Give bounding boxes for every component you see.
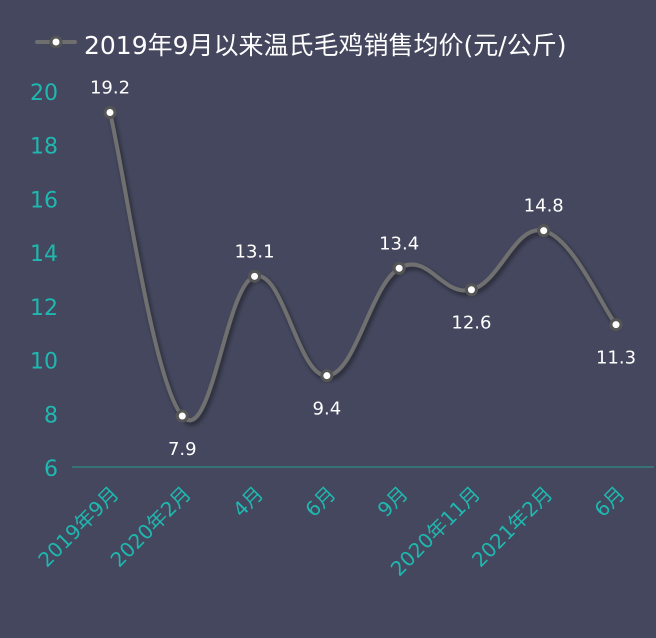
data-label: 13.4 [379, 233, 419, 254]
data-label: 14.8 [524, 196, 564, 217]
y-tick-label: 8 [44, 403, 58, 428]
data-point-marker [175, 409, 189, 423]
x-tick-label: 6月 [589, 482, 629, 522]
y-tick-label: 18 [30, 135, 58, 160]
y-tick-label: 16 [30, 188, 58, 213]
y-tick-label: 20 [30, 81, 58, 106]
x-tick-label: 6月 [300, 482, 340, 522]
y-tick-label: 10 [30, 350, 58, 375]
data-label: 19.2 [90, 77, 130, 98]
legend-marker-icon [49, 35, 63, 49]
y-tick-label: 6 [44, 457, 58, 482]
data-point-marker [537, 224, 551, 238]
series-line [108, 112, 618, 422]
data-point-marker [464, 283, 478, 297]
data-label: 13.1 [235, 241, 275, 262]
data-point-marker [103, 105, 117, 119]
y-tick-label: 14 [30, 242, 58, 267]
data-point-marker [320, 369, 334, 383]
data-label: 7.9 [168, 439, 197, 460]
data-point-marker [248, 269, 262, 283]
legend-label: 2019年9月以来温氏毛鸡销售均价(元/公斤) [84, 31, 566, 60]
data-label: 9.4 [313, 399, 342, 420]
y-tick-label: 12 [30, 296, 58, 321]
data-label: 12.6 [451, 313, 491, 334]
x-tick-label: 4月 [228, 482, 268, 522]
x-tick-label: 9月 [373, 482, 413, 522]
data-label: 11.3 [596, 348, 636, 369]
data-point-marker [609, 318, 623, 332]
data-point-marker [392, 261, 406, 275]
